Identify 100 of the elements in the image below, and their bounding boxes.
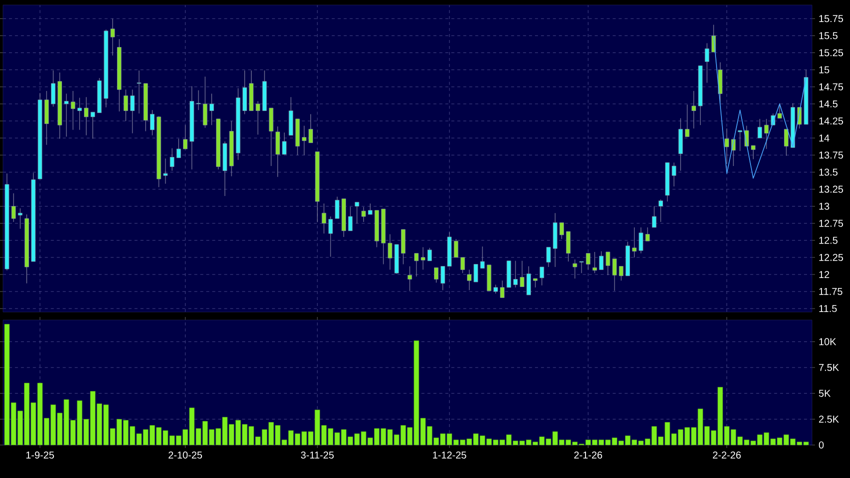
y-tick-label: 14.25 (819, 117, 844, 124)
candlestick (546, 246, 551, 268)
candlestick (150, 110, 154, 136)
y-tick-label: 12.75 (819, 220, 844, 227)
x-tick-label: 2-2-26 (712, 452, 741, 459)
candlestick (124, 89, 128, 122)
x-tick-label: 1-9-25 (26, 452, 54, 459)
candlestick (18, 208, 22, 230)
candlestick (242, 70, 247, 114)
candlestick (606, 252, 610, 276)
candlestick (764, 118, 769, 150)
candlestick (110, 18, 115, 56)
y-tick-label: 12.5 (819, 236, 838, 244)
candlestick (500, 280, 504, 298)
candlestick (163, 158, 168, 184)
candlestick (268, 108, 274, 166)
candlestick (408, 266, 412, 292)
candlestick (348, 206, 353, 232)
x-tick-label: 2-10-25 (168, 452, 202, 459)
candlestick (434, 267, 438, 283)
candlestick (685, 104, 690, 137)
x-tick-label: 1-12-25 (433, 452, 466, 459)
candlestick (77, 98, 82, 130)
candlestick (454, 238, 458, 258)
candlestick (560, 222, 564, 240)
candlestick (460, 257, 465, 274)
candlestick (474, 264, 478, 282)
candlestick (70, 90, 76, 130)
candlestick (612, 258, 617, 292)
candlestick (210, 93, 214, 126)
y-tick-label: 0 (818, 441, 824, 449)
candlestick (586, 253, 590, 270)
y-tick-label: 12.25 (819, 254, 844, 261)
candlestick (414, 253, 419, 277)
y-tick-label: 14 (819, 134, 830, 142)
y-tick-label: 13.5 (819, 168, 838, 176)
candlestick (51, 70, 56, 107)
candlestick (202, 76, 208, 128)
candlestick (467, 269, 472, 290)
candlestick (751, 145, 756, 160)
candlestick (579, 261, 584, 274)
candlestick (334, 196, 340, 219)
candlestick (672, 162, 676, 187)
y-tick-label: 13.25 (819, 186, 844, 193)
y-tick-label: 14.75 (819, 83, 844, 90)
candlestick (388, 234, 392, 270)
candlestick (658, 199, 663, 222)
candlestick (513, 260, 518, 288)
candlestick (427, 248, 432, 262)
y-tick-label: 11.5 (819, 305, 837, 312)
candlestick (322, 203, 326, 234)
candlestick (724, 128, 729, 164)
candlestick (784, 128, 788, 156)
x-tick-label: 2-1-26 (574, 452, 602, 459)
candlestick (480, 246, 485, 269)
y-tick-label: 15.5 (819, 32, 838, 40)
candlestick (256, 100, 260, 135)
candlestick (618, 266, 624, 281)
candlestick (361, 206, 366, 222)
candlestick (572, 259, 578, 279)
candlestick (328, 216, 333, 257)
candlestick (632, 227, 637, 258)
candlestick (645, 227, 650, 242)
x-tick-label: 3-11-25 (300, 452, 334, 459)
candlestick (90, 112, 95, 139)
candlestick (777, 102, 782, 118)
candlestick (401, 229, 406, 264)
candlestick (130, 89, 135, 134)
candlestick (526, 266, 531, 296)
y-tick-label: 13 (819, 202, 830, 210)
candlestick (704, 42, 710, 84)
candlestick (738, 130, 742, 152)
candlestick (638, 227, 644, 254)
candlestick (136, 70, 142, 114)
candlestick (758, 118, 762, 138)
candlestick (84, 96, 88, 136)
candlestick (354, 202, 360, 224)
y-tick-label: 5K (818, 390, 831, 397)
y-tick-label: 14.5 (819, 100, 838, 108)
y-tick-label: 11.75 (819, 288, 842, 296)
candlestick (11, 193, 16, 222)
y-tick-label: 2.5K (819, 416, 839, 423)
y-tick-label: 15 (819, 66, 830, 74)
candlestick (520, 260, 524, 288)
candlestick (64, 93, 69, 137)
candlestick (599, 251, 604, 270)
candlestick (302, 126, 306, 156)
candlestick (420, 246, 426, 270)
candlestick (282, 132, 287, 155)
y-tick-label: 15.25 (819, 49, 844, 56)
candlestick (276, 126, 280, 178)
candlestick (44, 90, 49, 146)
candlestick (592, 252, 597, 274)
y-tick-label: 7.5K (819, 364, 839, 371)
candlestick (308, 114, 313, 144)
candlestick (692, 90, 696, 129)
candlestick (176, 138, 181, 158)
candlestick (368, 203, 372, 215)
y-tick-label: 13.75 (819, 152, 844, 159)
y-tick-label: 12 (819, 271, 830, 278)
